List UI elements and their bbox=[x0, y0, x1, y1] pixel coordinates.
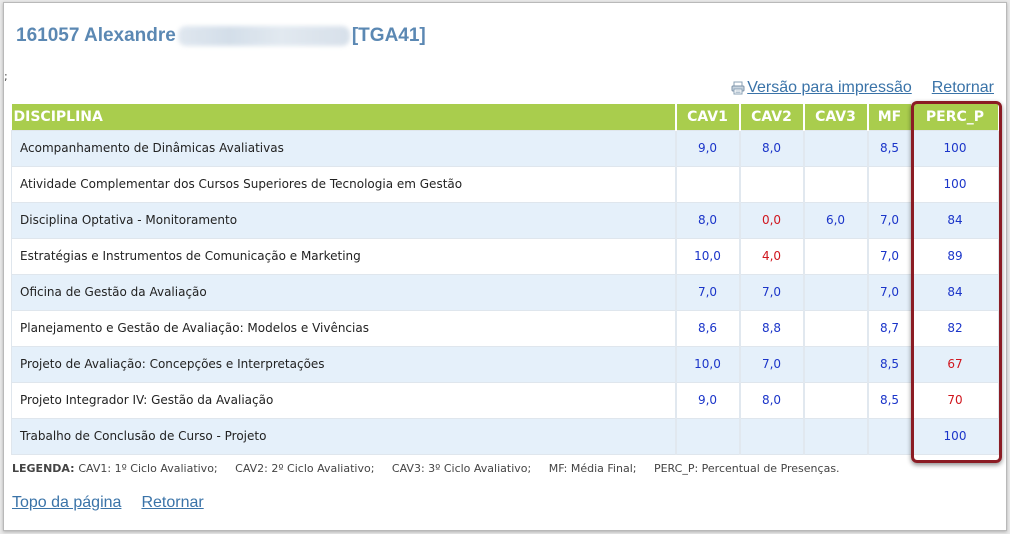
legend: LEGENDA: CAV1: 1º Ciclo Avaliativo; CAV2… bbox=[12, 462, 854, 475]
print-version-link-wrap[interactable]: Versão para impressão bbox=[731, 79, 912, 97]
mf-cell bbox=[867, 417, 913, 455]
disciplina-cell: Projeto Integrador IV: Gestão da Avaliaç… bbox=[11, 381, 677, 419]
legend-label: LEGENDA: bbox=[12, 462, 79, 475]
cav2-cell bbox=[739, 417, 805, 455]
col-header-cav3: CAV3 bbox=[803, 104, 869, 130]
cav1-cell: 9,0 bbox=[675, 129, 741, 167]
cav3-cell bbox=[803, 417, 869, 455]
printer-icon[interactable] bbox=[731, 81, 745, 95]
cav2-cell: 8,8 bbox=[739, 309, 805, 347]
cav3-cell bbox=[803, 381, 869, 419]
cav1-cell bbox=[675, 165, 741, 203]
perc-cell: 100 bbox=[911, 165, 1000, 203]
legend-item-cav3: CAV3: 3º Ciclo Avaliativo; bbox=[391, 462, 532, 475]
mf-cell: 8,5 bbox=[867, 129, 913, 167]
bottom-links: Topo da página Retornar bbox=[12, 494, 204, 512]
grades-table: DISCIPLINA CAV1 CAV2 CAV3 MF PERC_P Acom… bbox=[11, 104, 1000, 455]
cav2-cell: 8,0 bbox=[739, 129, 805, 167]
mf-cell: 7,0 bbox=[867, 237, 913, 275]
disciplina-cell: Disciplina Optativa - Monitoramento bbox=[11, 201, 677, 239]
disciplina-cell: Projeto de Avaliação: Concepções e Inter… bbox=[11, 345, 677, 383]
table-header-row: DISCIPLINA CAV1 CAV2 CAV3 MF PERC_P bbox=[11, 104, 1000, 130]
mf-cell: 8,5 bbox=[867, 345, 913, 383]
table-row: Trabalho de Conclusão de Curso - Projeto… bbox=[11, 417, 1000, 455]
cav1-cell: 9,0 bbox=[675, 381, 741, 419]
student-id-name: 161057 Alexandre bbox=[16, 25, 176, 46]
mf-cell: 7,0 bbox=[867, 273, 913, 311]
legend-item-cav1: CAV1: 1º Ciclo Avaliativo; bbox=[78, 462, 218, 475]
cav2-cell bbox=[739, 165, 805, 203]
perc-cell: 84 bbox=[911, 201, 1000, 239]
cav1-cell: 10,0 bbox=[675, 345, 741, 383]
cav3-cell bbox=[803, 345, 869, 383]
cav3-cell bbox=[803, 273, 869, 311]
disciplina-cell: Planejamento e Gestão de Avaliação: Mode… bbox=[11, 309, 677, 347]
perc-cell: 89 bbox=[911, 237, 1000, 275]
col-header-cav2: CAV2 bbox=[739, 104, 805, 130]
cav3-cell bbox=[803, 129, 869, 167]
cav1-cell: 8,6 bbox=[675, 309, 741, 347]
perc-cell: 100 bbox=[911, 417, 1000, 455]
legend-item-perc-p: PERC_P: Percentual de Presenças. bbox=[653, 462, 840, 475]
cav2-cell: 4,0 bbox=[739, 237, 805, 275]
table-row: Estratégias e Instrumentos de Comunicaçã… bbox=[11, 237, 1000, 275]
legend-item-mf: MF: Média Final; bbox=[548, 462, 637, 475]
print-version-link[interactable]: Versão para impressão bbox=[747, 79, 912, 96]
cav3-cell bbox=[803, 237, 869, 275]
top-links: Versão para impressão Retornar bbox=[731, 79, 994, 97]
cav3-cell: 6,0 bbox=[803, 201, 869, 239]
perc-cell: 82 bbox=[911, 309, 1000, 347]
table-row: Planejamento e Gestão de Avaliação: Mode… bbox=[11, 309, 1000, 347]
cav3-cell bbox=[803, 309, 869, 347]
page-title: 161057 Alexandre [TGA41] bbox=[16, 24, 426, 48]
disciplina-cell: Atividade Complementar dos Cursos Superi… bbox=[11, 165, 677, 203]
mf-cell bbox=[867, 165, 913, 203]
cav1-cell bbox=[675, 417, 741, 455]
col-header-disciplina: DISCIPLINA bbox=[11, 104, 677, 130]
legend-item-cav2: CAV2: 2º Ciclo Avaliativo; bbox=[235, 462, 375, 475]
blurred-surname bbox=[177, 26, 350, 46]
col-header-perc-p: PERC_P bbox=[911, 104, 1000, 130]
cav1-cell: 8,0 bbox=[675, 201, 741, 239]
class-code: [TGA41] bbox=[351, 25, 426, 46]
cav3-cell bbox=[803, 165, 869, 203]
table-row: Acompanhamento de Dinâmicas Avaliativas … bbox=[11, 129, 1000, 167]
table-row: Projeto Integrador IV: Gestão da Avaliaç… bbox=[11, 381, 1000, 419]
cav1-cell: 10,0 bbox=[675, 237, 741, 275]
mf-cell: 8,7 bbox=[867, 309, 913, 347]
perc-cell: 100 bbox=[911, 129, 1000, 167]
cav2-cell: 0,0 bbox=[739, 201, 805, 239]
disciplina-cell: Trabalho de Conclusão de Curso - Projeto bbox=[11, 417, 677, 455]
table-row: Atividade Complementar dos Cursos Superi… bbox=[11, 165, 1000, 203]
page-top-link[interactable]: Topo da página bbox=[12, 494, 122, 511]
perc-cell: 67 bbox=[911, 345, 1000, 383]
disciplina-cell: Oficina de Gestão da Avaliação bbox=[11, 273, 677, 311]
cav2-cell: 7,0 bbox=[739, 345, 805, 383]
mf-cell: 8,5 bbox=[867, 381, 913, 419]
table-row: Disciplina Optativa - Monitoramento 8,0 … bbox=[11, 201, 1000, 239]
col-header-mf: MF bbox=[867, 104, 913, 130]
stray-char: ; bbox=[4, 70, 8, 83]
perc-cell: 70 bbox=[911, 381, 1000, 419]
table-row: Oficina de Gestão da Avaliação 7,0 7,0 7… bbox=[11, 273, 1000, 311]
cav1-cell: 7,0 bbox=[675, 273, 741, 311]
cav2-cell: 8,0 bbox=[739, 381, 805, 419]
table-row: Projeto de Avaliação: Concepções e Inter… bbox=[11, 345, 1000, 383]
back-link-top[interactable]: Retornar bbox=[931, 79, 994, 96]
col-header-cav1: CAV1 bbox=[675, 104, 741, 130]
mf-cell: 7,0 bbox=[867, 201, 913, 239]
disciplina-cell: Estratégias e Instrumentos de Comunicaçã… bbox=[11, 237, 677, 275]
disciplina-cell: Acompanhamento de Dinâmicas Avaliativas bbox=[11, 129, 677, 167]
cav2-cell: 7,0 bbox=[739, 273, 805, 311]
back-link-bottom[interactable]: Retornar bbox=[141, 494, 204, 511]
perc-cell: 84 bbox=[911, 273, 1000, 311]
